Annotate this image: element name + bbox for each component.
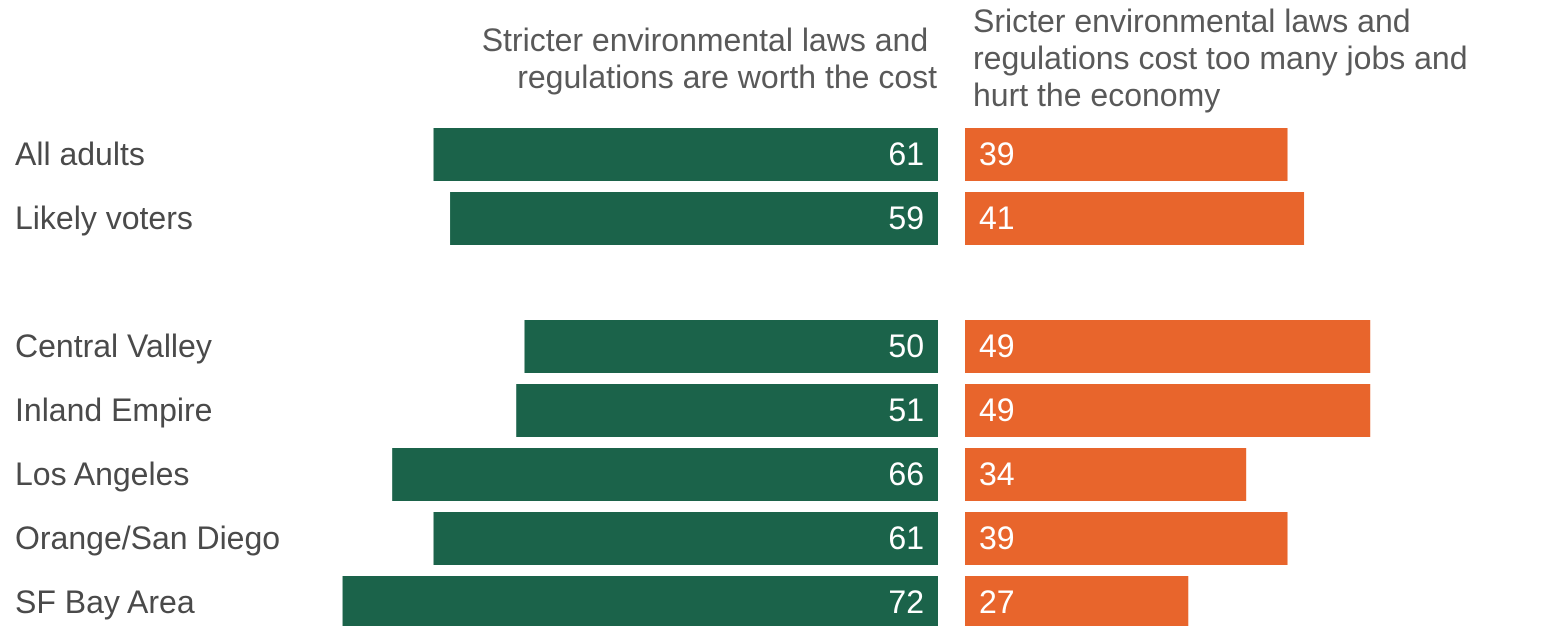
value-label-left-all-adults: 61: [888, 136, 924, 172]
bar-right-all-adults: [965, 128, 1288, 181]
value-label-right-likely-voters: 41: [979, 200, 1015, 236]
bar-left-inland-empire: [516, 384, 938, 437]
legend-right-line-3: hurt the economy: [973, 77, 1220, 113]
legend-left: Stricter environmental laws and regulati…: [482, 22, 937, 95]
category-label-central-valley: Central Valley: [15, 328, 212, 364]
legend-right: Sricter environmental laws and regulatio…: [973, 3, 1476, 113]
legend: Stricter environmental laws and regulati…: [482, 3, 1476, 113]
category-label-orange-san-diego: Orange/San Diego: [15, 520, 280, 556]
category-label-sf-bay-area: SF Bay Area: [15, 584, 195, 620]
value-label-right-los-angeles: 34: [979, 456, 1015, 492]
bar-left-orange-san-diego: [433, 512, 938, 565]
legend-left-line-2: regulations are worth the cost: [517, 59, 937, 95]
value-label-left-sf-bay-area: 72: [888, 584, 924, 620]
category-label-inland-empire: Inland Empire: [15, 392, 212, 428]
bar-right-sf-bay-area: [965, 576, 1189, 626]
value-label-right-central-valley: 49: [979, 328, 1015, 364]
bar-right-likely-voters: [965, 192, 1305, 245]
bars: [342, 128, 1371, 626]
bar-left-los-angeles: [392, 448, 938, 501]
bar-left-likely-voters: [450, 192, 938, 245]
legend-left-line-1: Stricter environmental laws and: [482, 22, 928, 58]
value-label-right-inland-empire: 49: [979, 392, 1015, 428]
value-label-left-orange-san-diego: 61: [888, 520, 924, 556]
category-labels: All adults Likely voters Central Valley Inl…: [15, 136, 280, 620]
value-label-left-central-valley: 50: [888, 328, 924, 364]
legend-right-line-2: regulations cost too many jobs and: [973, 40, 1468, 76]
value-label-right-orange-san-diego: 39: [979, 520, 1015, 556]
value-label-left-los-angeles: 66: [888, 456, 924, 492]
value-label-right-all-adults: 39: [979, 136, 1015, 172]
bar-right-central-valley: [965, 320, 1371, 373]
bar-left-central-valley: [524, 320, 938, 373]
value-labels: 61 39 59 41 50 49 51 49 66 34 61 39 72 27: [888, 136, 1014, 620]
value-label-right-sf-bay-area: 27: [979, 584, 1015, 620]
bar-right-inland-empire: [965, 384, 1371, 437]
value-label-left-likely-voters: 59: [888, 200, 924, 236]
bar-right-los-angeles: [965, 448, 1247, 501]
category-label-likely-voters: Likely voters: [15, 200, 193, 236]
value-label-left-inland-empire: 51: [888, 392, 924, 428]
category-label-los-angeles: Los Angeles: [15, 456, 189, 492]
legend-right-line-1: Sricter environmental laws and: [973, 3, 1411, 39]
bar-left-sf-bay-area: [342, 576, 938, 626]
category-label-all-adults: All adults: [15, 136, 145, 172]
bar-right-orange-san-diego: [965, 512, 1288, 565]
bar-left-all-adults: [433, 128, 938, 181]
